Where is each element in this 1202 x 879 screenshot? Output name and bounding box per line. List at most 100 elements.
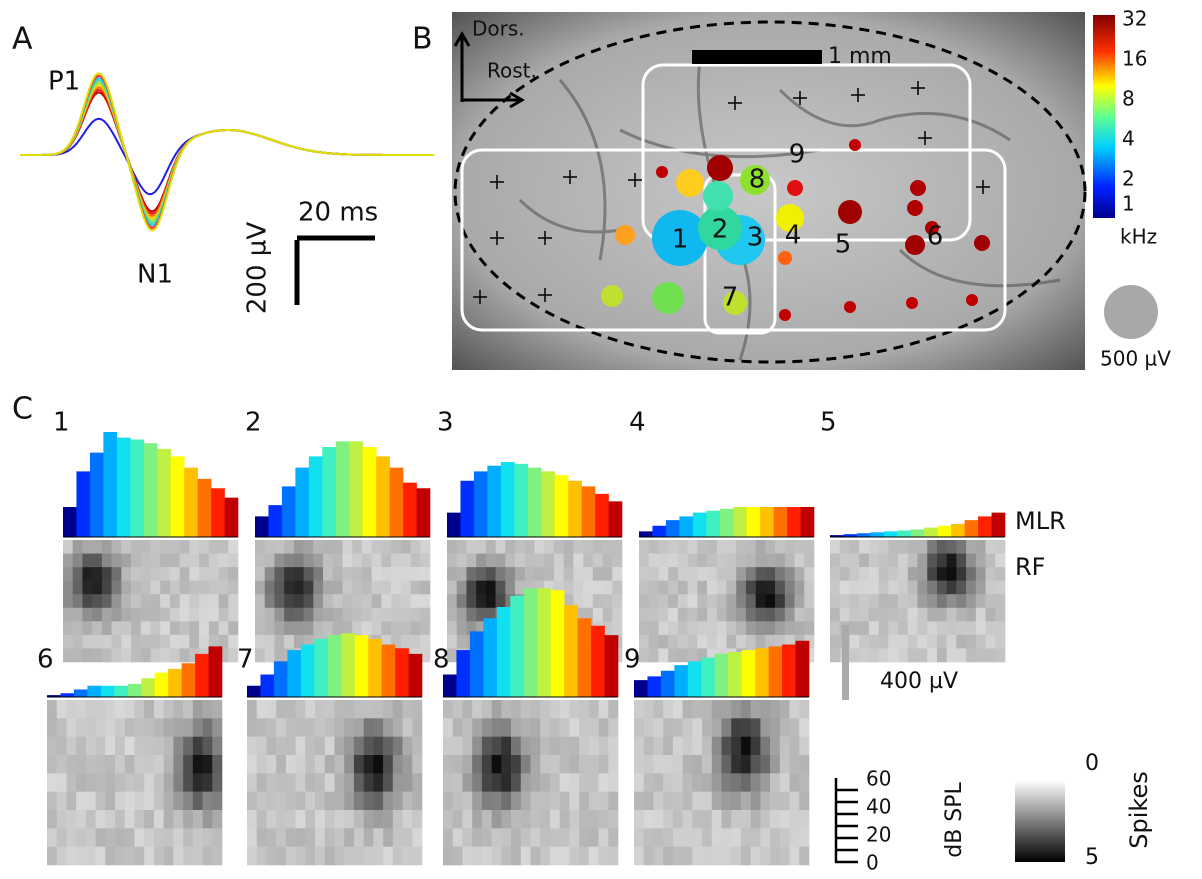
rf-cell xyxy=(203,755,213,774)
rf-cell xyxy=(521,718,531,737)
rf-cell xyxy=(511,700,521,719)
rf-cell xyxy=(453,847,463,866)
site-label: 3 xyxy=(747,223,764,253)
rf-cell xyxy=(688,567,698,581)
rf-cell xyxy=(453,718,463,737)
rf-cell xyxy=(511,828,521,847)
rf-cell xyxy=(603,608,613,622)
rf-cell xyxy=(412,755,422,774)
rf-cell xyxy=(255,554,265,568)
rf-cell xyxy=(790,718,800,737)
rf-cell xyxy=(472,828,482,847)
rf-cell xyxy=(727,567,737,581)
rf-cell xyxy=(775,594,785,608)
rf-cell xyxy=(780,847,790,866)
rf-cell xyxy=(344,755,354,774)
rf-cell xyxy=(785,581,795,595)
rf-cell xyxy=(228,554,238,568)
site-label: 1 xyxy=(672,225,689,255)
rf-cell xyxy=(751,810,761,829)
rf-cell xyxy=(908,540,918,554)
mlr-bar xyxy=(796,641,810,697)
rf-cell xyxy=(492,810,502,829)
rf-cell xyxy=(697,567,707,581)
rf-cell xyxy=(697,635,707,649)
rf-cell xyxy=(151,554,161,568)
rf-cell xyxy=(840,554,850,568)
rf-cell xyxy=(274,608,284,622)
rf-cell xyxy=(947,608,957,622)
rf-cell xyxy=(775,567,785,581)
mlr-bar xyxy=(497,607,511,697)
rf-cell xyxy=(73,567,83,581)
rf-cell xyxy=(411,581,421,595)
rf-cell xyxy=(305,810,315,829)
rf-cell xyxy=(849,621,859,635)
rf-cell xyxy=(420,554,430,568)
rf-cell xyxy=(335,700,345,719)
rf-cell xyxy=(560,810,570,829)
rf-cell xyxy=(849,567,859,581)
rf-cell xyxy=(173,700,183,719)
rf-cell xyxy=(751,773,761,792)
rf-cell xyxy=(579,755,589,774)
rf-cell xyxy=(678,594,688,608)
mlr-bar xyxy=(555,475,569,537)
rf-cell xyxy=(496,540,506,554)
rf-cell xyxy=(313,554,323,568)
rf-cell xyxy=(569,792,579,811)
rf-cell xyxy=(82,594,92,608)
rf-cell xyxy=(569,700,579,719)
rf-cell xyxy=(564,540,574,554)
rf-cell xyxy=(373,755,383,774)
panel-number: 7 xyxy=(237,645,254,675)
rf-cell xyxy=(247,792,257,811)
rf-cell xyxy=(756,581,766,595)
rf-cell xyxy=(247,847,257,866)
rf-cell xyxy=(47,700,57,719)
rf-cell xyxy=(203,773,213,792)
rf-cell xyxy=(189,554,199,568)
rf-cell xyxy=(274,594,284,608)
rf-cell xyxy=(966,594,976,608)
rf-cell xyxy=(135,828,145,847)
rf-cell xyxy=(531,737,541,756)
rf-cell xyxy=(799,700,809,719)
rf-cell xyxy=(531,700,541,719)
rf-cell xyxy=(505,540,515,554)
rf-cell xyxy=(212,847,222,866)
rf-cell xyxy=(144,737,154,756)
rf-cell xyxy=(96,773,106,792)
rf-cell xyxy=(840,608,850,622)
rf-cell xyxy=(888,648,898,662)
rf-cell xyxy=(164,847,174,866)
rf-cell xyxy=(466,594,476,608)
rf-cell xyxy=(121,635,131,649)
rf-cell xyxy=(501,773,511,792)
rf-cell xyxy=(746,581,756,595)
panel-number: 8 xyxy=(433,645,450,675)
rf-cell xyxy=(697,621,707,635)
rf-cell xyxy=(180,567,190,581)
rf-cell xyxy=(255,648,265,662)
rf-cell xyxy=(780,773,790,792)
rf-cell xyxy=(976,608,986,622)
rf-cell xyxy=(457,554,467,568)
mlr-bar xyxy=(349,441,363,537)
rf-cell xyxy=(391,608,401,622)
rf-cell xyxy=(180,621,190,635)
panel-number: 1 xyxy=(53,408,70,438)
rf-cell xyxy=(325,847,335,866)
rf-cell xyxy=(644,810,654,829)
rf-cell xyxy=(381,608,391,622)
rf-cell xyxy=(603,594,613,608)
rf-cell xyxy=(579,700,589,719)
rf-cell xyxy=(583,567,593,581)
rf-cell xyxy=(144,700,154,719)
rf-cell xyxy=(401,621,411,635)
rf-cell xyxy=(663,737,673,756)
rf-cell xyxy=(888,567,898,581)
rf-cell xyxy=(403,737,413,756)
rf-cell xyxy=(393,718,403,737)
rf-cell xyxy=(599,755,609,774)
